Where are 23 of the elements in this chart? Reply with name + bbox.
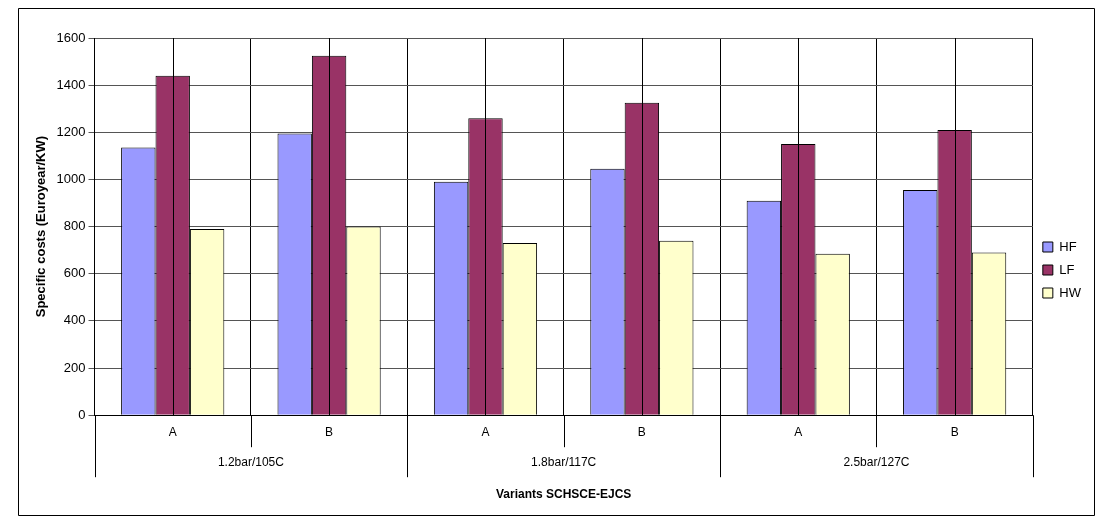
y-tick-label: 0: [78, 406, 86, 422]
x-tick-label: A: [794, 424, 803, 439]
legend-label: HF: [1059, 238, 1077, 254]
x-tick-label: A: [481, 424, 490, 439]
x-tick-label: B: [325, 424, 334, 439]
x-tick-label: B: [950, 424, 959, 439]
y-tick-label: 1000: [56, 171, 86, 187]
x-tick-label: B: [637, 424, 646, 439]
y-tick-label: 1400: [56, 76, 86, 92]
legend-label: HW: [1059, 284, 1082, 300]
text: 2.5bar/127C: [843, 454, 910, 469]
y-tick-label: 200: [63, 359, 86, 375]
x-tick-label: A: [168, 424, 177, 439]
text: 1.8bar/117C: [531, 454, 597, 469]
x-axis-title: Variants SCHSCE-EJCS: [495, 487, 632, 502]
legend-label: LF: [1059, 261, 1075, 277]
y-tick-label: 1600: [56, 29, 86, 45]
text: 1.2bar/105C: [217, 454, 285, 469]
y-tick-label: 1200: [56, 123, 86, 139]
y-tick-label: 600: [63, 265, 86, 281]
y-tick-label: 800: [63, 218, 86, 234]
y-tick-label: 400: [63, 312, 86, 328]
y-axis-title: Specific costs (Euroyear/KW): [33, 135, 49, 318]
